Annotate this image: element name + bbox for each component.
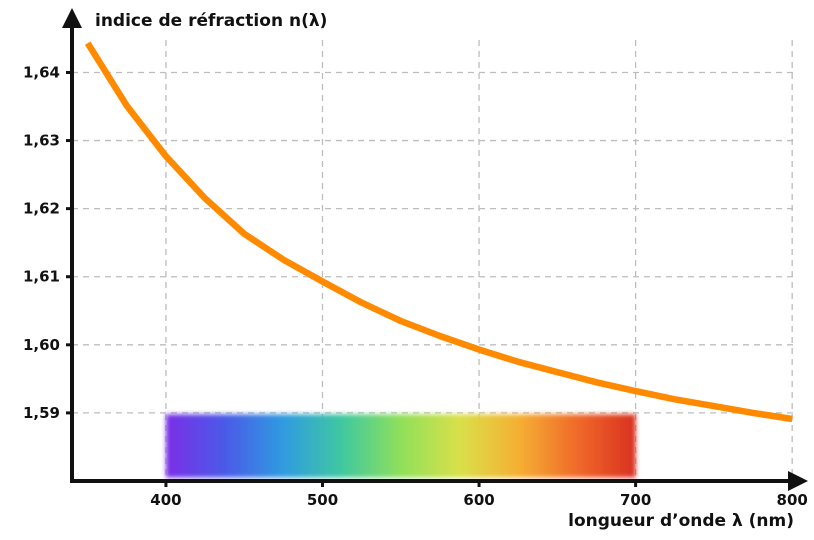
y-tick-label: 1,64: [23, 63, 60, 81]
y-tick-label: 1,61: [23, 268, 60, 286]
x-tick-label: 500: [307, 491, 338, 509]
grid: [72, 40, 795, 481]
x-tick-label: 400: [150, 491, 181, 509]
x-axis-title: longueur d’onde λ (nm): [568, 511, 794, 531]
y-tick-label: 1,62: [23, 200, 60, 218]
y-tick-label: 1,60: [23, 336, 60, 354]
x-tick-label: 600: [463, 491, 494, 509]
dispersion-curve: [84, 41, 793, 423]
y-axis-title: indice de réfraction n(λ): [95, 11, 327, 31]
series-layer: [84, 41, 793, 423]
y-tick-label: 1,63: [23, 132, 60, 150]
x-tick-label: 700: [620, 491, 651, 509]
tick-labels: 1,59 1,60 1,61 1,62 1,63 1,64 400 500 600 700 800: [23, 63, 808, 509]
x-tick-label: 800: [777, 491, 808, 509]
visible-spectrum-band: [165, 414, 636, 478]
y-tick-label: 1,59: [23, 404, 60, 422]
spectrum-band-layer: [165, 414, 636, 478]
y-axis-arrow-icon: [62, 8, 82, 28]
